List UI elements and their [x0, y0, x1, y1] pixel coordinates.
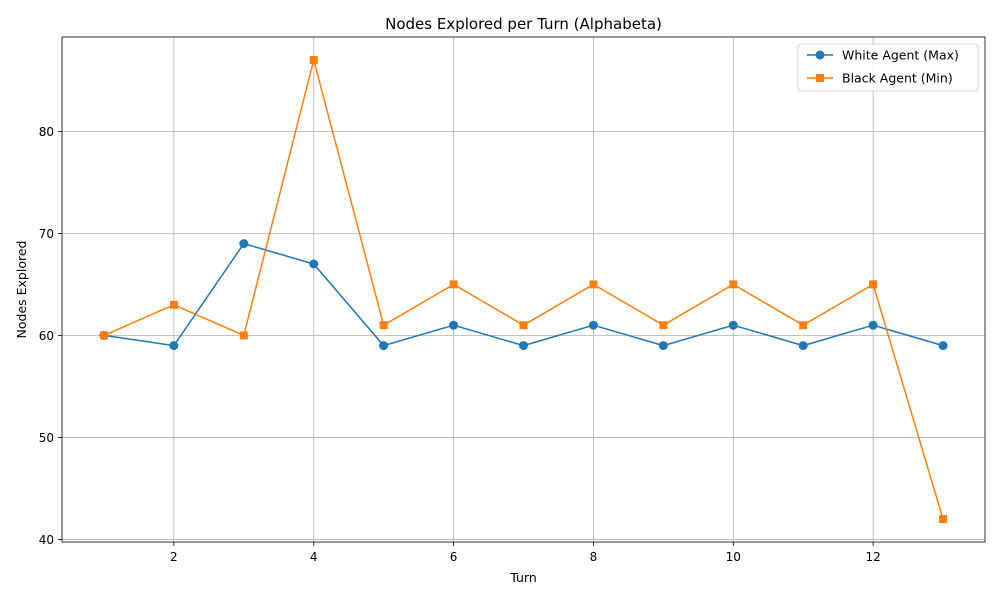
x-tick-label: 6 — [450, 550, 458, 564]
data-point — [868, 320, 878, 330]
x-tick-label: 2 — [170, 550, 178, 564]
data-point — [379, 341, 389, 351]
chart-title: Nodes Explored per Turn (Alphabeta) — [385, 15, 662, 33]
x-tick-label: 8 — [590, 550, 598, 564]
data-point — [449, 320, 459, 330]
y-axis-ticks: 40 50 60 70 80 — [39, 125, 62, 547]
data-point — [659, 321, 668, 330]
y-tick-label: 50 — [39, 431, 54, 445]
data-point — [239, 331, 248, 340]
series-layer — [99, 55, 948, 524]
data-point — [799, 321, 808, 330]
data-point — [379, 321, 388, 330]
data-point — [869, 280, 878, 289]
legend-frame — [797, 43, 979, 92]
x-axis-label: Turn — [509, 570, 537, 585]
x-tick-label: 12 — [865, 550, 880, 564]
data-point — [309, 55, 318, 64]
grid-lines — [62, 37, 985, 542]
data-point — [938, 341, 948, 351]
data-point — [798, 341, 808, 351]
y-tick-label: 60 — [39, 329, 54, 343]
data-point — [449, 280, 458, 289]
data-point — [169, 300, 178, 309]
data-point — [939, 515, 948, 524]
data-point — [589, 280, 598, 289]
legend-marker-white — [815, 50, 825, 60]
data-point — [519, 341, 528, 351]
data-point — [588, 320, 598, 330]
y-axis-label: Nodes Explored — [14, 241, 29, 339]
y-tick-label: 40 — [39, 533, 54, 547]
plot-area-frame — [61, 36, 986, 543]
data-point — [239, 239, 249, 249]
data-point — [309, 259, 319, 269]
data-point — [729, 280, 738, 289]
data-point — [519, 321, 528, 330]
y-tick-label: 70 — [39, 227, 54, 241]
data-point — [99, 331, 108, 340]
data-point — [169, 341, 179, 351]
x-tick-label: 4 — [310, 550, 318, 564]
series-0 — [99, 239, 948, 351]
legend-label-black: Black Agent (Min) — [842, 71, 953, 86]
legend-label-white: White Agent (Max) — [842, 48, 959, 63]
x-tick-label: 10 — [726, 550, 741, 564]
data-point — [658, 341, 668, 351]
data-point — [728, 320, 738, 330]
x-axis-ticks: 2 4 6 8 10 12 — [170, 542, 881, 564]
series-1 — [99, 55, 948, 524]
y-tick-label: 80 — [39, 125, 54, 139]
chart-legend: White Agent (Max) Black Agent (Min) — [797, 43, 979, 92]
legend-marker-black — [816, 74, 824, 82]
